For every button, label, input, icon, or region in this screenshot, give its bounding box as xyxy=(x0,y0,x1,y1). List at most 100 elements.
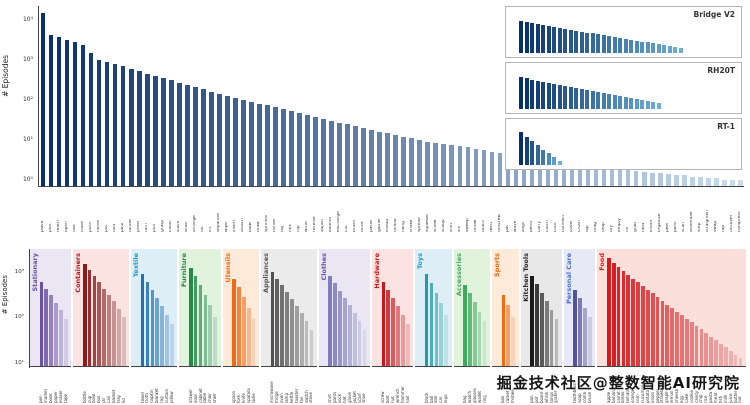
skill-bar xyxy=(641,171,647,186)
inset-bar xyxy=(640,100,644,109)
skill-bar xyxy=(233,98,238,186)
skill-label: sprinkle xyxy=(265,215,270,232)
skill-bar xyxy=(657,172,663,186)
skill-column: turn xyxy=(143,6,151,232)
inset-bar xyxy=(530,23,534,53)
object-label: blanket xyxy=(154,388,160,403)
skill-label: squeeze xyxy=(425,214,430,232)
skill-column: adjust xyxy=(320,6,328,232)
inset-panel: RH20T xyxy=(505,62,742,114)
skill-bar xyxy=(209,91,214,186)
object-bar xyxy=(631,278,636,366)
inset-bar xyxy=(541,81,545,109)
skill-label: center xyxy=(273,218,278,232)
object-bar xyxy=(535,284,539,366)
skill-column: grab xyxy=(632,6,640,232)
inset-bar xyxy=(596,92,600,109)
object-bar xyxy=(738,358,743,366)
object-label: ladle xyxy=(251,393,256,403)
object-label: chair xyxy=(207,393,213,403)
skill-column: step xyxy=(696,6,704,232)
skill-bar xyxy=(569,163,575,186)
object-label: spatula xyxy=(246,388,251,403)
inset-bar xyxy=(596,34,600,53)
skill-bar xyxy=(168,80,174,186)
inset-bar xyxy=(535,80,540,109)
skill-column: compress xyxy=(736,6,744,232)
skill-bar xyxy=(281,109,286,186)
skill-bar xyxy=(361,127,366,186)
inset-bar xyxy=(552,157,556,165)
skill-label: sweep xyxy=(465,218,470,232)
object-bar xyxy=(54,303,58,366)
inset-bar xyxy=(524,22,529,53)
skill-bar xyxy=(633,170,639,186)
skill-column: assemble xyxy=(688,6,696,232)
skill-column: put xyxy=(103,6,111,232)
inset-bar xyxy=(557,85,562,109)
skill-column: catch xyxy=(544,6,552,232)
skill-label: dry xyxy=(609,224,614,232)
watermark: 掘金技术社区@整数智能AI研究院 xyxy=(496,374,740,392)
skill-label: separate xyxy=(217,213,222,232)
inset-bar xyxy=(607,94,611,109)
skill-bar xyxy=(289,111,294,186)
inset-title: RT-1 xyxy=(717,122,735,131)
skill-label: flip xyxy=(297,225,302,232)
category-label: Toys xyxy=(416,253,425,270)
object-bar xyxy=(704,333,709,366)
object-label: napkin xyxy=(149,389,155,404)
inset-bar xyxy=(645,42,650,53)
object-bar xyxy=(112,301,116,366)
object-label: nut xyxy=(390,396,396,403)
object-bar xyxy=(155,298,160,366)
object-label: nail xyxy=(405,395,410,403)
skill-label: put xyxy=(104,224,109,232)
object-label: lego xyxy=(443,394,449,403)
top-y-axis-line xyxy=(38,6,39,187)
object-bar xyxy=(203,295,208,366)
skill-bar xyxy=(184,84,190,186)
object-label: knife xyxy=(241,393,246,403)
skill-label: throw xyxy=(473,219,478,232)
object-bar xyxy=(213,316,217,366)
skill-column: open xyxy=(63,6,71,232)
skill-bar xyxy=(457,145,463,186)
inset-bar xyxy=(574,30,578,53)
object-label: pen xyxy=(39,395,44,403)
skill-label: organize xyxy=(658,213,663,233)
skill-label: drop xyxy=(601,222,606,232)
skill-column: draw xyxy=(255,6,263,232)
skill-column: drink xyxy=(360,6,368,232)
object-label: pants xyxy=(332,391,338,403)
skill-column: pull xyxy=(151,6,159,232)
object-bar xyxy=(636,282,640,366)
object-bar xyxy=(304,321,309,366)
skill-column: attach xyxy=(239,6,247,232)
skill-label: knead xyxy=(385,218,390,232)
inset-bar xyxy=(590,33,595,53)
object-label: watch xyxy=(467,390,472,403)
skill-column: arrange xyxy=(191,6,199,232)
skill-bar xyxy=(160,77,166,186)
skill-label: straighten xyxy=(706,209,711,232)
skill-column: unfold xyxy=(392,6,400,232)
skill-label: spread xyxy=(417,217,422,232)
object-bar xyxy=(439,303,444,366)
object-bar xyxy=(44,288,49,366)
inset-bar xyxy=(667,46,672,53)
object-bar xyxy=(723,347,728,366)
object-group: Appliances microwave fridge oven lamp kettle t… xyxy=(260,249,317,405)
skill-bar xyxy=(136,71,142,186)
object-bar xyxy=(573,289,578,366)
object-bar xyxy=(675,311,679,366)
skill-label: align xyxy=(521,221,526,232)
skill-column: unscrew xyxy=(496,6,504,232)
skill-column: peel xyxy=(664,6,672,232)
skill-column: pour xyxy=(119,6,127,232)
inset-bar xyxy=(640,41,644,53)
skill-bar xyxy=(513,154,519,186)
object-label: wallet xyxy=(477,391,482,403)
inset-bar xyxy=(623,38,628,53)
